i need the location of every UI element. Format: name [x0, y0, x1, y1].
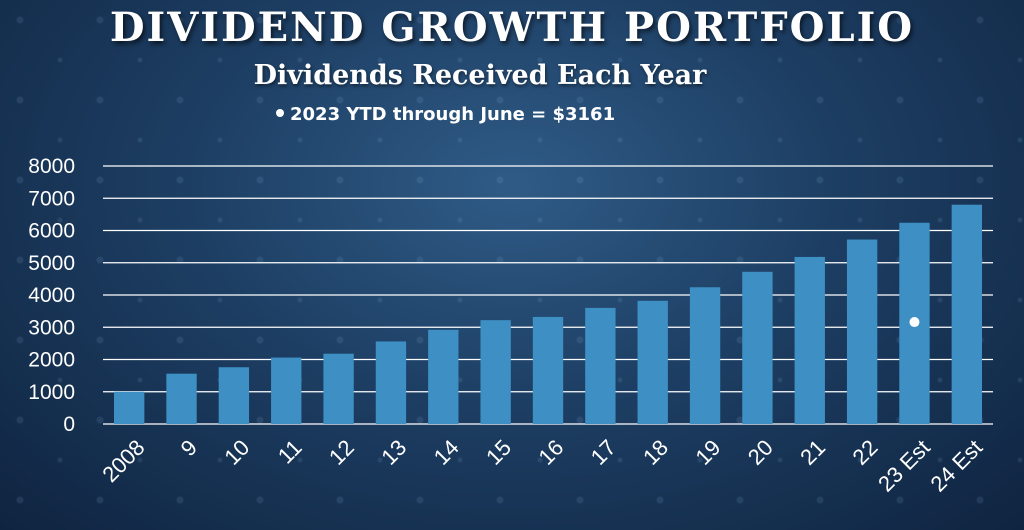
bar [951, 204, 983, 424]
y-tick-label: 3000 [28, 316, 75, 339]
annotation-markers [909, 317, 920, 328]
y-tick-label: 7000 [28, 187, 75, 210]
x-tick-label: 10 [219, 435, 254, 470]
x-tick-label: 11 [273, 435, 307, 469]
chart-subtitle: Dividends Received Each Year [253, 60, 707, 91]
bar [846, 239, 878, 424]
bar [113, 391, 145, 424]
bar [532, 316, 564, 424]
x-tick-label: 20 [743, 435, 778, 470]
x-tick-label: 14 [429, 435, 464, 470]
x-tick-label: 16 [533, 435, 568, 470]
bar [742, 271, 773, 424]
ytd-note-text: 2023 YTD through June = $3161 [290, 104, 616, 125]
bars [113, 204, 983, 424]
x-tick-label: 2008 [97, 435, 149, 487]
bar [585, 307, 616, 424]
x-tick-label: 12 [324, 435, 359, 470]
x-tick-label: 21 [795, 435, 830, 470]
y-tick-label: 2000 [28, 349, 75, 372]
y-tick-label: 1000 [28, 381, 75, 404]
bar [271, 357, 302, 424]
y-tick-label: 6000 [28, 220, 75, 243]
x-tick-label: 9 [176, 435, 202, 461]
y-tick-label: 4000 [28, 284, 75, 307]
x-tick-label: 23 Est [873, 435, 935, 497]
bar [323, 353, 354, 424]
x-tick-label: 24 Est [925, 435, 987, 497]
x-tick-label: 13 [376, 435, 411, 470]
bar [480, 320, 511, 424]
x-tick-label: 22 [848, 435, 883, 470]
bar [218, 367, 250, 424]
y-tick-label: 8000 [28, 155, 75, 178]
bar [428, 329, 459, 424]
bar [375, 341, 407, 424]
bar [794, 256, 825, 424]
bar [637, 300, 668, 424]
x-tick-label: 18 [638, 435, 673, 470]
ytd-note: 2023 YTD through June = $3161 [276, 104, 615, 125]
bar [166, 373, 197, 424]
x-tick-label: 15 [481, 435, 516, 470]
x-tick-label: 19 [690, 435, 725, 470]
ytd-marker [909, 317, 920, 328]
x-tick-label: 17 [586, 435, 621, 470]
y-tick-label: 5000 [28, 252, 75, 275]
y-axis-ticks: 0 1000 2000 3000 4000 5000 6000 7000 8000 [28, 155, 75, 436]
y-tick-label: 0 [63, 413, 75, 436]
bullet-icon [276, 109, 284, 117]
bar [689, 287, 721, 424]
page-title: DIVIDEND GROWTH PORTFOLIO [109, 4, 915, 51]
